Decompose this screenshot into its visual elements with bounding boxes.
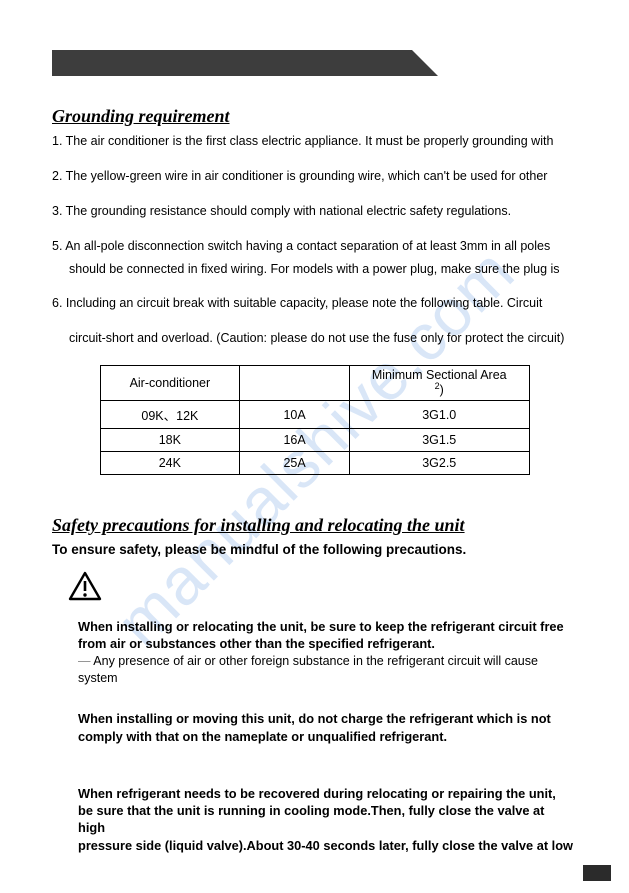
warning-block-2: When installing or moving this unit, do … bbox=[52, 710, 577, 745]
warning-3-line3: pressure side (liquid valve).About 30-40… bbox=[78, 837, 573, 854]
table-header-blank bbox=[240, 366, 350, 401]
warning-1-plain: — Any presence of air or other foreign s… bbox=[78, 653, 573, 687]
dash-icon: — bbox=[78, 654, 93, 668]
grounding-item-1: 1. The air conditioner is the first clas… bbox=[52, 133, 577, 150]
table-cell: 3G1.5 bbox=[349, 429, 529, 452]
table-row: 24K 25A 3G2.5 bbox=[100, 452, 529, 475]
table-header-area: Minimum Sectional Area 2) bbox=[349, 366, 529, 401]
safety-lead-text: To ensure safety, please be mindful of t… bbox=[52, 542, 577, 557]
table-header-ac: Air-conditioner bbox=[100, 366, 240, 401]
spec-table: Air-conditioner Minimum Sectional Area 2… bbox=[100, 365, 530, 475]
warning-1-bold-line2: from air or substances other than the sp… bbox=[78, 635, 573, 652]
warning-block-1: When installing or relocating the unit, … bbox=[52, 618, 577, 686]
grounding-item-6b: circuit-short and overload. (Caution: pl… bbox=[52, 330, 577, 347]
grounding-item-5a: 5. An all-pole disconnection switch havi… bbox=[52, 238, 577, 255]
warning-2-bold-line1: When installing or moving this unit, do … bbox=[78, 710, 573, 727]
warning-2-bold-line2: comply with that on the nameplate or unq… bbox=[78, 728, 573, 745]
warning-icon bbox=[68, 571, 102, 601]
section-title-safety: Safety precautions for installing and re… bbox=[52, 515, 577, 536]
warning-1-bold-line1: When installing or relocating the unit, … bbox=[78, 618, 573, 635]
table-cell: 25A bbox=[240, 452, 350, 475]
table-header-area-text: Minimum Sectional Area bbox=[372, 368, 507, 382]
table-cell: 18K bbox=[100, 429, 240, 452]
header-bar bbox=[52, 50, 412, 76]
table-cell: 3G1.0 bbox=[349, 401, 529, 429]
warning-block-3: When refrigerant needs to be recovered d… bbox=[52, 785, 577, 854]
warning-3-line2: be sure that the unit is running in cool… bbox=[78, 802, 573, 837]
grounding-item-6a: 6. Including an circuit break with suita… bbox=[52, 295, 577, 312]
table-header-row: Air-conditioner Minimum Sectional Area 2… bbox=[100, 366, 529, 401]
table-cell: 24K bbox=[100, 452, 240, 475]
table-cell: 09K、12K bbox=[100, 401, 240, 429]
warning-1-plain-text: Any presence of air or other foreign sub… bbox=[78, 654, 538, 685]
section-title-grounding: Grounding requirement bbox=[52, 106, 577, 127]
warning-3-line1: When refrigerant needs to be recovered d… bbox=[78, 785, 573, 802]
table-cell: 16A bbox=[240, 429, 350, 452]
table-row: 18K 16A 3G1.5 bbox=[100, 429, 529, 452]
table-row: 09K、12K 10A 3G1.0 bbox=[100, 401, 529, 429]
grounding-item-3: 3. The grounding resistance should compl… bbox=[52, 203, 577, 220]
grounding-item-5b: should be connected in fixed wiring. For… bbox=[52, 261, 577, 278]
document-page: Grounding requirement 1. The air conditi… bbox=[0, 0, 629, 854]
table-header-area-paren: ) bbox=[440, 383, 444, 397]
table-cell: 10A bbox=[240, 401, 350, 429]
table-cell: 3G2.5 bbox=[349, 452, 529, 475]
grounding-item-2: 2. The yellow-green wire in air conditio… bbox=[52, 168, 577, 185]
page-number-block bbox=[583, 865, 611, 881]
